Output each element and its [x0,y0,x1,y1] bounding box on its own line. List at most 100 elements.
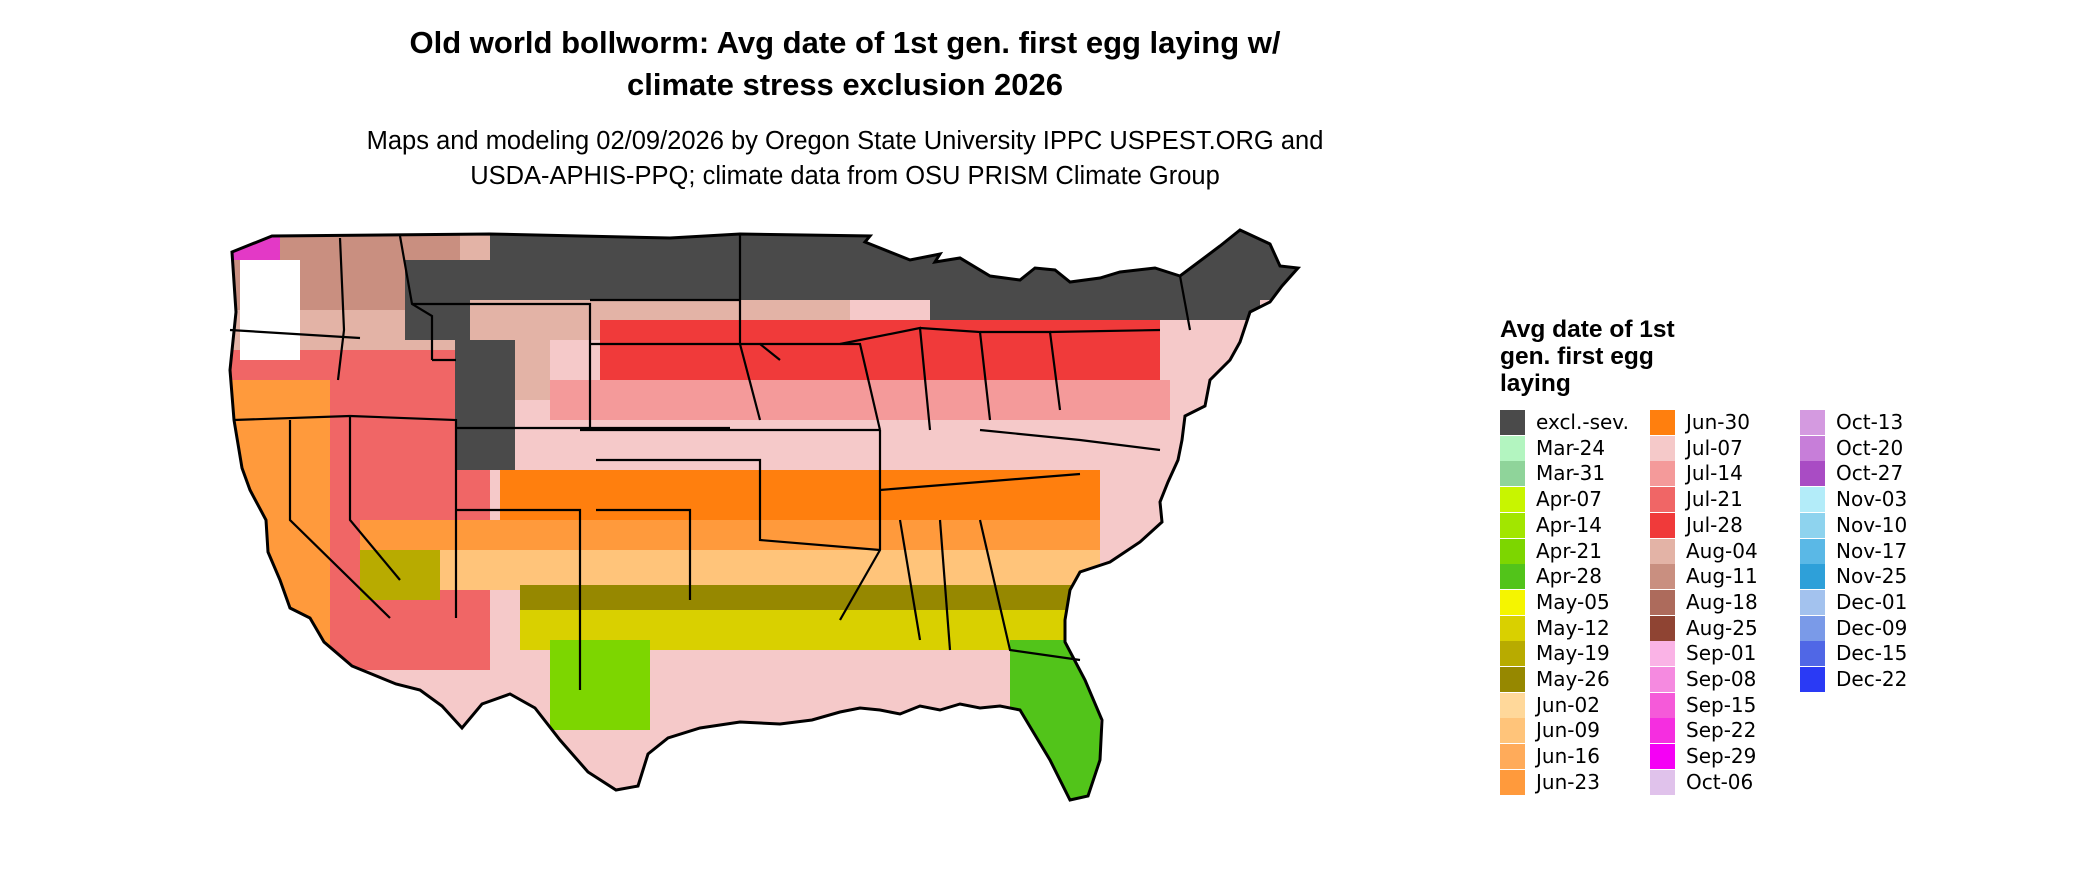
mn-border [738,234,762,421]
legend-swatch [1500,718,1525,744]
legend-label: Dec-01 [1836,589,1908,614]
legend-swatch [1650,769,1675,795]
legend-label: Oct-06 [1686,769,1754,794]
legend-swatch [1650,744,1675,770]
map-subtitle: Maps and modeling 02/09/2026 by Oregon S… [260,124,1430,194]
legend-label: Oct-13 [1836,410,1904,434]
ny-pa-border [1049,328,1161,334]
legend-swatch [1650,435,1675,461]
legend-swatch [1500,487,1525,513]
vt-nh-border [1178,275,1192,331]
midwest-fill [550,380,1170,420]
corn-belt-fill [600,320,1160,380]
legend-swatch [1650,538,1675,564]
subtitle-line-2: USDA-APHIS-PPQ; climate data from OSU PR… [470,162,1220,190]
ar-border [839,430,882,621]
idaho-west-border [336,237,346,381]
legend-swatch [1800,512,1825,538]
legend-swatch [1500,538,1525,564]
map-fill [230,230,1298,800]
legend-label: Mar-24 [1536,435,1606,460]
arizona-desert-fill [360,550,440,600]
legend-swatch [1650,461,1675,487]
legend-label: Jun-23 [1536,769,1600,794]
az-nm-border [456,508,582,690]
legend-label: Jul-28 [1686,512,1743,537]
legend-label: Sep-01 [1686,641,1757,666]
legend-label: May-19 [1536,641,1610,666]
legend-title-line-2: gen. first egg [1500,343,1654,370]
legend-swatch [1500,410,1525,435]
legend-swatch [1650,487,1675,513]
or-ca-border [233,414,351,422]
legend-label: Dec-09 [1836,615,1908,640]
legend-label: Dec-15 [1836,641,1908,666]
legend-label: Aug-18 [1686,589,1758,614]
legend-swatch [1500,589,1525,615]
legend-label: Dec-22 [1836,667,1908,691]
nm-tx-border [596,508,692,600]
legend-title-line-3: laying [1500,370,1571,397]
legend-swatch [1500,692,1525,718]
legend-label: Jul-07 [1686,435,1743,460]
legend-swatch [1800,410,1825,435]
gulf-upper-fill [360,550,1100,590]
legend-label: Sep-22 [1686,718,1757,743]
legend-label: Jun-30 [1686,410,1750,434]
legend-label: Jun-09 [1536,718,1600,743]
legend-label: Apr-28 [1536,564,1602,589]
legend-swatch [1500,667,1525,692]
legend-swatch [1800,461,1825,487]
legend-swatch [1800,667,1825,692]
legend-label: Aug-11 [1686,564,1758,589]
legend-swatch [1800,641,1825,667]
legend-label: Jun-16 [1536,744,1600,769]
legend-swatch [1650,512,1675,538]
legend-label: Apr-07 [1536,487,1602,512]
legend-swatch [1500,435,1525,461]
legend-label: Apr-21 [1536,538,1602,563]
legend-label: Mar-31 [1536,461,1606,486]
legend-swatch [1650,615,1675,641]
legend-label: Sep-08 [1686,667,1757,691]
legend-label: Nov-17 [1836,538,1908,563]
idaho-montana-border [398,235,434,360]
legend-swatch [1800,615,1825,641]
legend-swatch [1650,718,1675,744]
title-line-1: Old world bollworm: Avg date of 1st gen.… [409,25,1281,60]
legend-swatch [1650,589,1675,615]
south-texas-fill [550,640,650,730]
tn-border [879,472,1081,492]
legend-label: Jun-02 [1536,692,1600,717]
legend-title: Avg date of 1st gen. first egg laying [1500,316,1740,397]
nevada-south-border [348,416,401,581]
legend-swatch [1500,744,1525,770]
legend-title-line-1: Avg date of 1st [1500,316,1675,343]
legend-label: Oct-27 [1836,461,1904,486]
us-map [228,228,1300,802]
legend-swatch [1500,461,1525,487]
state-borders [229,234,1192,690]
legend-label: Sep-15 [1686,692,1757,717]
legend-swatch [1800,487,1825,513]
legend-swatch [1800,538,1825,564]
ca-nv-border [288,420,391,619]
legend-label: Sep-29 [1686,744,1757,769]
title-line-2: climate stress exclusion 2026 [627,67,1063,102]
subtitle-line-1: Maps and modeling 02/09/2026 by Oregon S… [366,127,1324,155]
legend-label: Nov-03 [1836,487,1908,512]
ga-fl-border [978,519,1081,662]
legend-swatch [1500,615,1525,641]
legend-swatch [1500,769,1525,795]
ms-border [898,519,922,641]
al-border [938,519,952,651]
ok-tx-border [596,458,881,552]
map-title: Old world bollworm: Avg date of 1st gen.… [300,22,1390,106]
legend-swatch [1500,641,1525,667]
legend-swatch [1500,564,1525,590]
wyoming-border [412,302,592,428]
legend-label: May-12 [1536,615,1610,640]
florida-fill [1010,640,1100,800]
legend-swatch [1650,692,1675,718]
legend-swatch [1800,435,1825,461]
